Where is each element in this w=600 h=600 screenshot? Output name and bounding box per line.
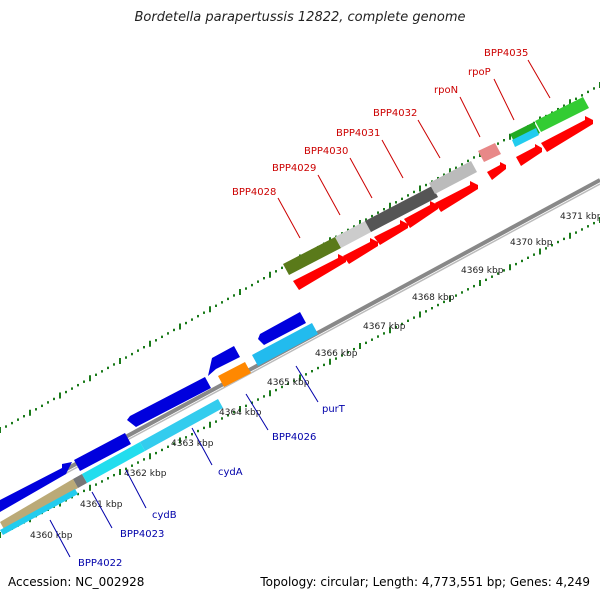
gene-label-reverse[interactable]: BPP4023 — [120, 529, 164, 540]
tick-label: 4370 kbp — [510, 238, 553, 248]
tick-label: 4361 kbp — [80, 500, 123, 510]
label-leader-line — [295, 365, 319, 403]
label-leader-line — [527, 59, 551, 99]
label-leader-line — [125, 469, 147, 509]
forward-cds-row — [293, 116, 593, 290]
gene-bpp4028-block[interactable] — [283, 237, 341, 275]
cds-arrow[interactable] — [404, 201, 438, 228]
cds-arrow[interactable] — [293, 254, 346, 290]
gene-label-forward[interactable]: BPP4029 — [272, 163, 316, 174]
label-leader-line — [49, 519, 71, 558]
gene-bpp4022-block[interactable] — [0, 479, 78, 531]
map-title: Bordetella parapertussis 12822, complete… — [134, 10, 466, 25]
gene-bpp4026-block[interactable] — [218, 362, 251, 387]
gene-label-reverse[interactable]: cydB — [152, 510, 177, 521]
gene-purt-block[interactable] — [252, 323, 318, 366]
tick-label: 4369 kbp — [461, 266, 504, 276]
tick-label: 4363 kbp — [171, 439, 214, 449]
label-leader-line — [317, 174, 341, 216]
gene-label-reverse[interactable]: cydA — [218, 467, 243, 478]
reverse-cds-row — [0, 312, 306, 512]
gene-cyda-block[interactable] — [140, 399, 223, 451]
gene-label-forward[interactable]: rpoN — [434, 85, 458, 96]
tick-label: 4360 kbp — [30, 531, 73, 541]
genome-summary-text: Topology: circular; Length: 4,773,551 bp… — [260, 575, 590, 589]
tick-label: 4365 kbp — [267, 378, 310, 388]
gene-label-reverse[interactable]: purT — [322, 404, 346, 415]
cds-arrow[interactable] — [208, 346, 240, 376]
tick-label: 4371 kbp — [560, 212, 600, 222]
gene-bpp4032-block[interactable] — [429, 161, 477, 194]
gene-label-reverse[interactable]: BPP4026 — [272, 432, 316, 443]
forward-feature-row — [283, 97, 589, 275]
cds-arrow[interactable] — [435, 181, 478, 212]
label-leader-line — [417, 119, 441, 159]
label-leader-line — [349, 157, 373, 199]
gene-label-forward[interactable]: BPP4032 — [373, 108, 417, 119]
label-leader-line — [191, 427, 213, 466]
gene-bpp4023-block[interactable] — [73, 474, 87, 488]
tick-label: 4368 kbp — [412, 293, 455, 303]
cds-arrow[interactable] — [258, 312, 306, 345]
gene-label-forward[interactable]: BPP4031 — [336, 128, 380, 139]
gene-rpop-cyan[interactable] — [512, 128, 539, 147]
gene-label-forward[interactable]: BPP4028 — [232, 187, 276, 198]
accession-text: Accession: NC_002928 — [8, 575, 145, 589]
tick-label: 4366 kbp — [315, 349, 358, 359]
gene-bpp4022-cyan[interactable] — [0, 489, 78, 535]
gene-label-forward[interactable]: BPP4030 — [304, 146, 348, 157]
label-leader-line — [381, 139, 404, 179]
cds-arrow[interactable] — [516, 144, 542, 166]
label-leader-line — [245, 393, 269, 431]
label-leader-line — [91, 491, 113, 529]
tick-labels: 4360 kbp 4361 kbp 4362 kbp 4363 kbp 4364 kbp… — [30, 212, 600, 541]
cds-arrow[interactable] — [0, 462, 72, 512]
cds-arrow[interactable] — [541, 116, 593, 152]
label-leader-line — [459, 96, 481, 138]
reverse-labels: BPP4022 BPP4023 cydB cydA BPP4026 purT — [49, 365, 346, 569]
reverse-feature-row — [0, 323, 318, 535]
cds-arrow[interactable] — [374, 220, 408, 245]
gene-bpp4035-block[interactable] — [535, 97, 589, 132]
cds-arrow[interactable] — [343, 238, 378, 264]
gene-label-reverse[interactable]: BPP4022 — [78, 558, 122, 569]
gene-bpp4029-block[interactable] — [335, 220, 373, 248]
tick-row-inner — [0, 217, 600, 538]
label-leader-line — [277, 197, 301, 239]
tick-label: 4362 kbp — [124, 469, 167, 479]
gene-cydb-block[interactable] — [82, 442, 145, 483]
tick-label: 4364 kbp — [219, 408, 262, 418]
label-leader-line — [493, 78, 515, 121]
gene-rpon-block[interactable] — [478, 143, 501, 162]
gene-bpp4030-block[interactable] — [365, 186, 438, 232]
gene-label-forward[interactable]: rpoP — [468, 67, 491, 78]
gene-label-forward[interactable]: BPP4035 — [484, 48, 528, 59]
tick-label: 4367 kbp — [363, 322, 406, 332]
forward-labels: BPP4028 BPP4029 BPP4030 BPP4031 BPP4032 rpoN r… — [232, 48, 551, 239]
cds-arrow[interactable] — [127, 377, 211, 427]
cds-arrow[interactable] — [487, 162, 506, 180]
cds-arrow[interactable] — [74, 433, 131, 471]
